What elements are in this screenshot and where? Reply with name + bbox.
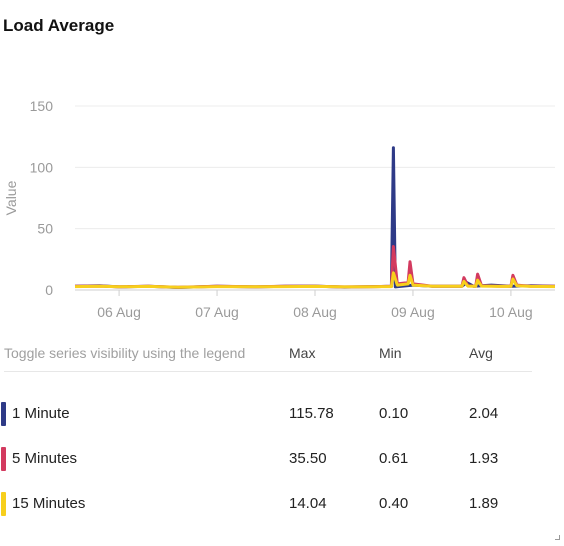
column-header-max: Max xyxy=(289,345,316,361)
x-tick-label: 07 Aug xyxy=(195,304,239,320)
legend-row-1-minute[interactable]: 1 Minute 115.78 0.10 2.04 xyxy=(0,402,564,426)
series-max: 115.78 xyxy=(289,405,334,422)
x-tick-label: 10 Aug xyxy=(489,304,533,320)
series-name: 15 Minutes xyxy=(12,495,86,512)
legend-row-15-minutes[interactable]: 15 Minutes 14.04 0.40 1.89 xyxy=(0,492,564,516)
series-color-swatch xyxy=(1,447,6,471)
legend-row-5-minutes[interactable]: 5 Minutes 35.50 0.61 1.93 xyxy=(0,447,564,471)
x-tick-label: 09 Aug xyxy=(391,304,435,320)
y-tick-label: 150 xyxy=(30,98,54,114)
y-tick-label: 100 xyxy=(30,159,54,175)
series-min: 0.61 xyxy=(379,450,409,467)
series-min: 0.10 xyxy=(379,405,409,422)
series-name: 1 Minute xyxy=(12,405,70,422)
column-header-min: Min xyxy=(379,345,402,361)
column-header-avg: Avg xyxy=(469,345,493,361)
series-avg: 1.89 xyxy=(469,495,499,512)
series-color-swatch xyxy=(1,402,6,426)
series-min: 0.40 xyxy=(379,495,409,512)
y-axis-label: Value xyxy=(3,180,19,215)
series-line-1-minute xyxy=(74,146,556,289)
grid-layer xyxy=(75,105,555,291)
series-avg: 1.93 xyxy=(469,450,499,467)
panel-title: Load Average xyxy=(3,16,115,35)
series-layer xyxy=(74,146,556,289)
load-average-chart: 0 50 100 150 Value 06 Aug 07 Aug 08 Aug 09 Aug 10… xyxy=(3,98,556,320)
legend-hint: Toggle series visibility using the legen… xyxy=(4,345,246,361)
y-tick-label: 50 xyxy=(37,221,53,237)
legend-separator xyxy=(4,371,532,372)
y-tick-label: 0 xyxy=(45,282,53,298)
series-line-5-minutes xyxy=(74,245,555,289)
x-tick-label: 06 Aug xyxy=(97,304,141,320)
series-max: 35.50 xyxy=(289,450,327,467)
series-avg: 2.04 xyxy=(469,405,499,422)
series-line-15-minutes xyxy=(74,271,556,289)
axis-layer: 0 50 100 150 Value 06 Aug 07 Aug 08 Aug 09 Aug 10… xyxy=(3,98,533,320)
series-name: 5 Minutes xyxy=(12,450,78,467)
series-max: 14.04 xyxy=(289,495,327,512)
resize-handle-icon[interactable] xyxy=(555,535,560,540)
x-tick-label: 08 Aug xyxy=(293,304,337,320)
series-color-swatch xyxy=(1,492,6,516)
